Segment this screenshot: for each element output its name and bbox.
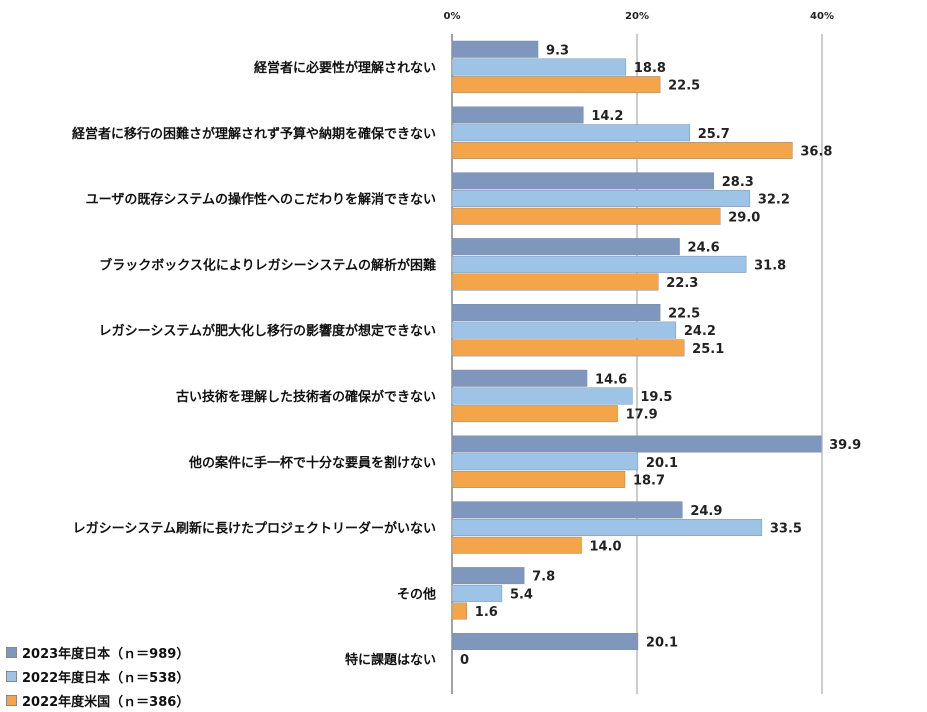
data-label: 14.6 [595, 372, 627, 387]
bar [451, 273, 659, 291]
bar [451, 536, 582, 554]
bar [451, 190, 751, 208]
data-label: 36.8 [800, 144, 832, 159]
data-label: 17.9 [626, 408, 658, 423]
data-label: 39.9 [829, 438, 861, 453]
data-label: 29.0 [728, 210, 760, 225]
data-label: 22.5 [668, 79, 700, 94]
legend-item-2022-japan: 2022年度日本（ｎ＝538） [6, 664, 189, 688]
data-label: 25.1 [692, 342, 724, 357]
bar [451, 567, 525, 585]
data-label: 18.8 [634, 61, 666, 76]
data-label: 5.4 [510, 587, 533, 602]
bar [451, 321, 677, 339]
category-label: 古い技術を理解した技術者の確保ができない [176, 389, 436, 405]
data-label: 0 [460, 653, 469, 668]
x-tick-label: 0% [444, 11, 461, 22]
data-label: 33.5 [770, 522, 802, 537]
data-label: 14.2 [591, 109, 623, 124]
data-label: 14.0 [590, 539, 622, 554]
bar [451, 453, 639, 471]
x-tick-label: 20% [625, 11, 649, 22]
bar [451, 76, 661, 94]
bar [451, 501, 683, 519]
legend-item-2022-usa: 2022年度米国（ｎ＝386） [6, 688, 189, 712]
legend-swatch-2022-japan [6, 670, 17, 682]
bar [451, 339, 685, 357]
data-label: 20.1 [646, 456, 678, 471]
data-label: 1.6 [475, 605, 498, 620]
legend-swatch-2023-japan [6, 646, 17, 658]
category-label: レガシーシステム刷新に長けたプロジェクトリーダーがいない [73, 521, 436, 537]
x-tick-label: 40% [810, 11, 834, 22]
bar [451, 106, 584, 124]
data-label: 20.1 [646, 635, 678, 650]
bar [451, 435, 822, 453]
bar [451, 58, 627, 76]
category-label: 経営者に必要性が理解されない [254, 60, 436, 76]
data-label: 19.5 [640, 390, 672, 405]
bar [451, 405, 618, 423]
bar [451, 369, 588, 387]
data-label: 32.2 [758, 193, 790, 208]
legend-item-2023-japan: 2023年度日本（ｎ＝989） [6, 640, 189, 664]
category-label: その他 [397, 586, 436, 602]
category-label: ブラックボックス化によりレガシーシステムの解析が困難 [99, 257, 436, 273]
bar [451, 40, 539, 58]
data-label: 7.8 [532, 570, 555, 585]
bar [451, 387, 633, 405]
bar [451, 255, 747, 273]
data-label: 18.7 [633, 473, 665, 488]
data-label: 22.3 [666, 276, 698, 291]
bar [451, 304, 661, 321]
bar [451, 238, 680, 256]
legend-label-2022-japan: 2022年度日本（ｎ＝538） [22, 670, 190, 686]
bar [451, 207, 721, 225]
category-label: 他の案件に手一杯で十分な要員を割けない [188, 455, 436, 471]
data-label: 24.6 [688, 241, 720, 256]
bar [451, 172, 714, 190]
legend-swatch-2022-usa [6, 694, 17, 706]
data-label: 24.9 [690, 504, 722, 519]
data-label: 22.5 [668, 306, 700, 321]
category-label: 特に課題はない [345, 652, 436, 668]
legend: 2023年度日本（ｎ＝989） 2022年度日本（ｎ＝538） 2022年度米国… [6, 640, 189, 712]
bar [451, 124, 690, 142]
bar [451, 471, 626, 488]
bar [451, 633, 639, 650]
data-label: 28.3 [722, 175, 754, 190]
bar [451, 141, 793, 159]
data-label: 9.3 [546, 43, 569, 58]
legend-label-2023-japan: 2023年度日本（ｎ＝989） [22, 646, 190, 662]
bar [451, 602, 468, 620]
category-label: ユーザの既存システムの操作性へのこだわりを解消できない [86, 192, 436, 208]
bar [451, 584, 503, 602]
data-label: 31.8 [754, 258, 786, 273]
category-label: レガシーシステムが肥大化し移行の影響度が想定できない [99, 323, 436, 339]
data-label: 24.2 [684, 324, 716, 339]
data-label: 25.7 [698, 127, 730, 142]
bar [451, 519, 763, 536]
category-label: 経営者に移行の困難さが理解されず予算や納期を確保できない [72, 126, 436, 142]
legend-label-2022-usa: 2022年度米国（ｎ＝386） [22, 694, 190, 710]
